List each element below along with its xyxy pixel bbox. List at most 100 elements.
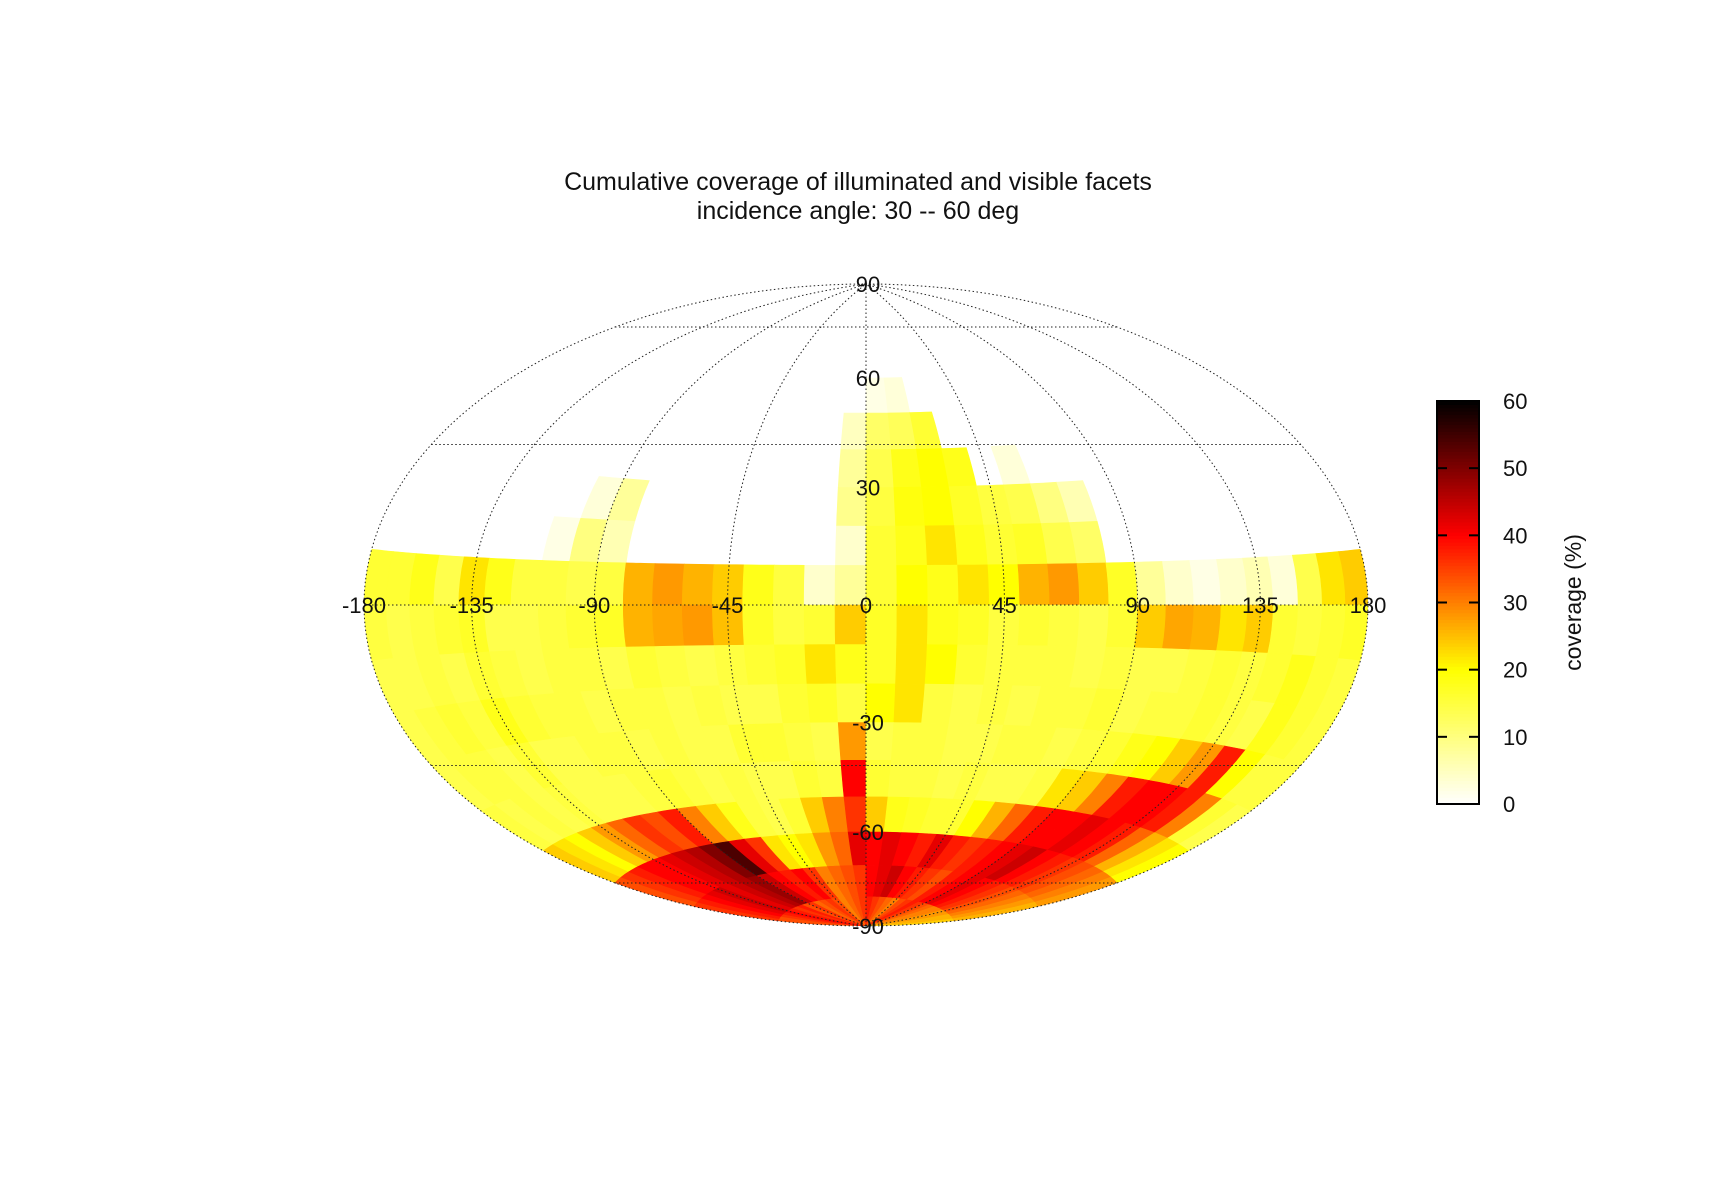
colorbar-swatch [1437, 525, 1479, 530]
heatmap-cell [957, 564, 990, 606]
colorbar-swatch [1437, 629, 1479, 634]
colorbar-swatch [1437, 518, 1479, 523]
colorbar-swatch [1437, 552, 1479, 557]
longitude-tick-label: -90 [578, 593, 610, 618]
heatmap-cell [921, 486, 955, 527]
colorbar-tick-label: 60 [1503, 389, 1527, 414]
colorbar-tick-label: 20 [1503, 658, 1527, 683]
colorbar-swatch [1437, 407, 1479, 412]
colorbar-swatch [1437, 434, 1479, 439]
heatmap-cell [865, 644, 897, 685]
colorbar-swatch [1437, 646, 1479, 651]
heatmap-cell [1189, 559, 1222, 606]
colorbar-swatch [1437, 679, 1479, 684]
colorbar-swatch [1437, 693, 1479, 698]
colorbar-swatch [1437, 555, 1479, 560]
colorbar-swatch [1437, 750, 1479, 755]
colorbar-swatch [1437, 649, 1479, 654]
colorbar-swatch [1437, 528, 1479, 533]
colorbar-swatch [1437, 787, 1479, 792]
colorbar-swatch [1437, 417, 1479, 422]
heatmap-cell [896, 564, 929, 606]
heatmap-cell [1189, 604, 1222, 651]
colorbar-swatch [1437, 790, 1479, 795]
latitude-tick-label: -60 [852, 820, 884, 845]
heatmap-cell [1017, 563, 1051, 606]
colorbar-swatch [1437, 535, 1479, 540]
colorbar-swatch [1437, 666, 1479, 671]
colorbar-swatch [1437, 448, 1479, 452]
colorbar-swatch [1437, 797, 1479, 802]
chart-subtitle: incidence angle: 30 -- 60 deg [696, 197, 1020, 225]
heatmap-cell [742, 564, 775, 606]
colorbar: 0 10 20 30 40 50 60 coverage (%) [1436, 389, 1586, 817]
colorbar-tick-label: 10 [1503, 725, 1527, 750]
colorbar-swatch [1437, 474, 1479, 479]
latitude-tick-label: -30 [852, 711, 884, 736]
colorbar-swatch [1437, 427, 1479, 432]
heatmap-cell [954, 524, 989, 566]
heatmap-cell [652, 563, 685, 606]
heatmap-cell [1076, 604, 1110, 648]
latitude-tick-label: 30 [856, 476, 880, 501]
heatmap-cell [895, 644, 928, 685]
colorbar-swatch [1437, 615, 1479, 620]
heatmap-cell [896, 604, 929, 646]
colorbar-swatch [1437, 562, 1479, 567]
heatmap-cell [742, 604, 775, 646]
colorbar-swatch [1437, 511, 1479, 516]
heatmap-cell [652, 604, 685, 647]
heatmap-cells [364, 377, 1368, 926]
colorbar-swatch [1437, 760, 1479, 765]
colorbar-swatch [1437, 411, 1479, 416]
colorbar-swatch [1437, 558, 1479, 563]
heatmap-cell [684, 645, 720, 687]
colorbar-swatch [1437, 578, 1479, 583]
heatmap-cell [1017, 604, 1051, 647]
heatmap-cell [622, 604, 656, 648]
heatmap-cell [1047, 604, 1080, 647]
heatmap-cell [743, 644, 778, 686]
colorbar-swatch [1437, 548, 1479, 553]
colorbar-swatch [1437, 642, 1479, 647]
colorbar-swatch [1437, 756, 1479, 761]
heatmap-cell [835, 525, 867, 566]
colorbar-swatch [1437, 656, 1479, 661]
colorbar-swatch [1437, 531, 1479, 536]
colorbar-swatch [1437, 545, 1479, 550]
colorbar-swatch [1437, 441, 1479, 446]
colorbar-swatch [1437, 746, 1479, 751]
heatmap-cell [774, 644, 808, 685]
colorbar-swatch [1437, 720, 1479, 724]
colorbar-swatch [1437, 431, 1479, 436]
latitude-tick-label: 60 [856, 366, 880, 391]
heatmap-cell [924, 525, 958, 566]
colorbar-swatch [1437, 763, 1479, 768]
colorbar-swatch [1437, 770, 1479, 775]
colorbar-swatch [1437, 421, 1479, 426]
colorbar-swatch [1437, 706, 1479, 711]
longitude-tick-label: -135 [450, 593, 494, 618]
heatmap-cell [772, 564, 806, 606]
colorbar-swatch [1437, 471, 1479, 476]
heatmap-cell [990, 444, 1031, 486]
colorbar-swatch [1437, 538, 1479, 543]
heatmap-cell [1076, 562, 1110, 606]
colorbar-swatch [1437, 458, 1479, 463]
graticule [363, 283, 1369, 927]
longitude-tick-labels: -180 -135 -90 -45 0 45 90 135 180 [342, 593, 1386, 618]
colorbar-swatch [1437, 424, 1479, 429]
colorbar-swatch [1437, 689, 1479, 694]
colorbar-swatch [1437, 723, 1479, 728]
heatmap-cell [804, 644, 837, 685]
colorbar-swatch [1437, 491, 1479, 496]
colorbar-swatch [1437, 683, 1479, 688]
colorbar-swatch [1437, 753, 1479, 758]
colorbar-swatch [1437, 632, 1479, 637]
heatmap-cell [1047, 563, 1080, 606]
heatmap-cell [893, 486, 926, 527]
heatmap-cell [921, 683, 955, 724]
heatmap-cell [865, 525, 897, 566]
heatmap-cell [510, 604, 543, 651]
